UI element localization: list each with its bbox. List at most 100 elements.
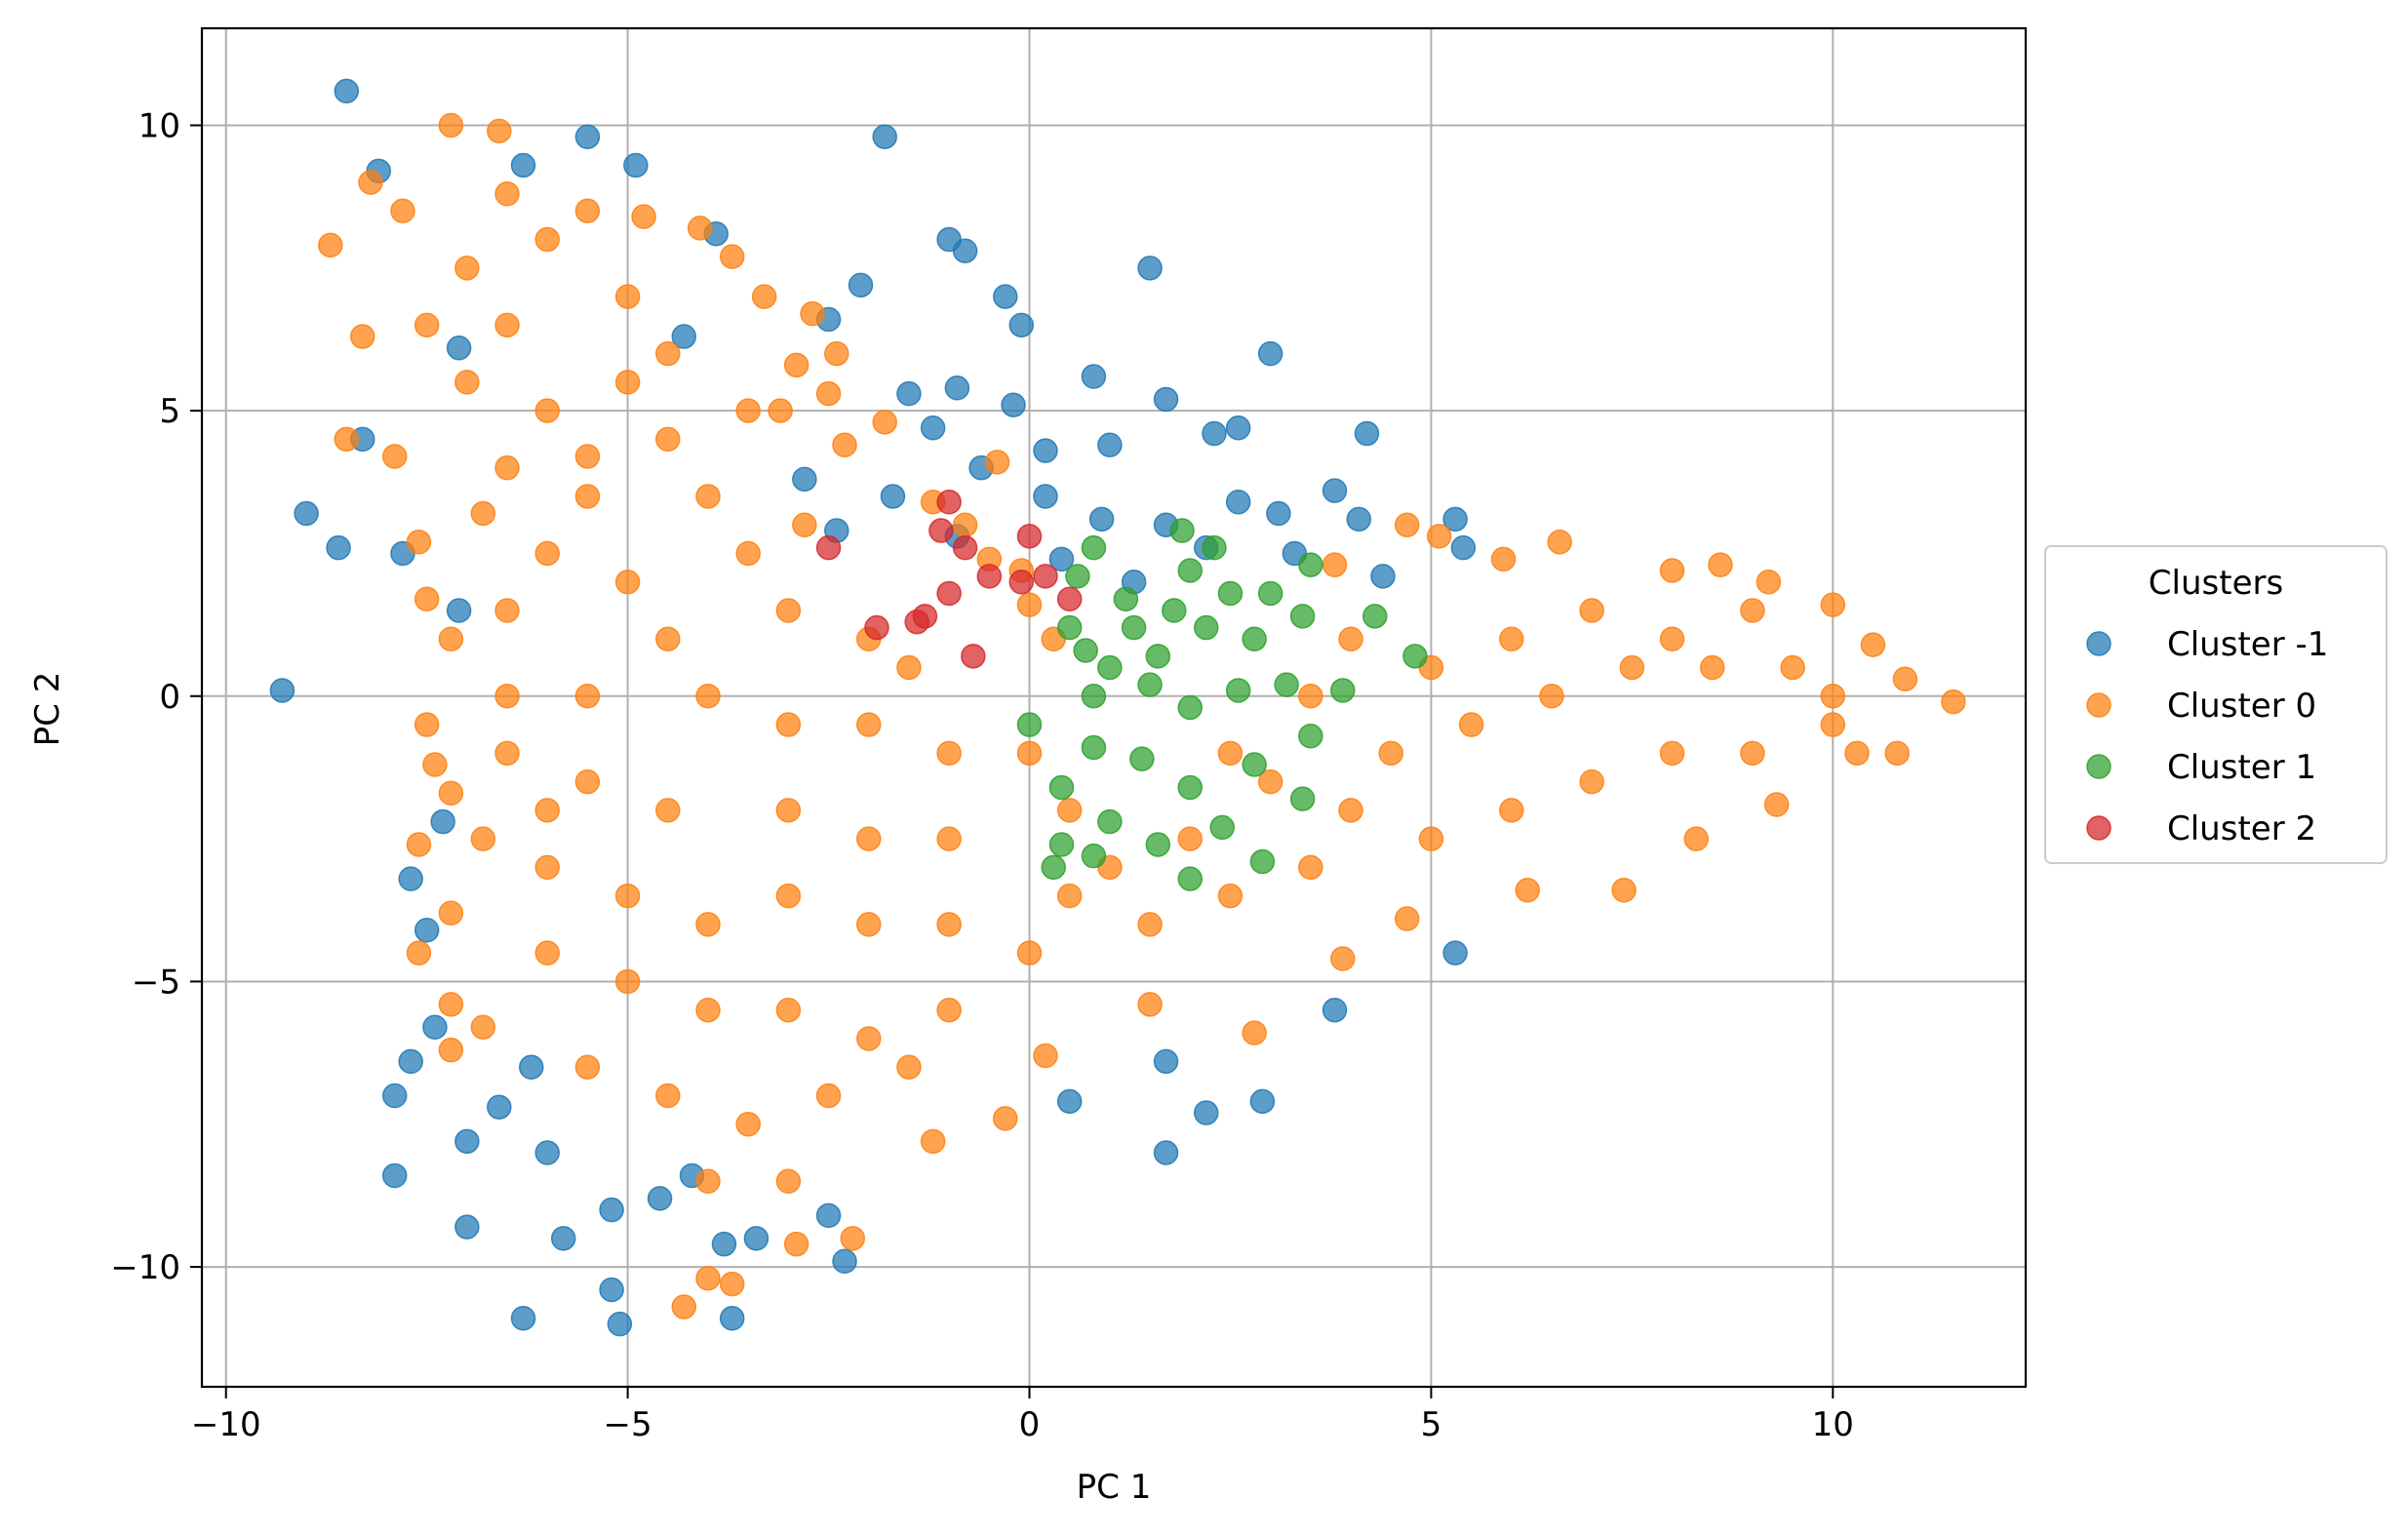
data-point bbox=[719, 1271, 745, 1297]
data-point bbox=[1016, 592, 1043, 617]
data-point bbox=[840, 1226, 866, 1251]
data-point bbox=[414, 586, 440, 612]
data-point bbox=[1056, 614, 1083, 641]
data-point bbox=[1763, 792, 1790, 817]
data-point bbox=[1579, 598, 1604, 623]
data-point bbox=[406, 530, 432, 555]
data-point bbox=[574, 444, 601, 469]
data-point bbox=[381, 1162, 408, 1189]
data-point bbox=[1202, 420, 1227, 447]
data-point bbox=[1547, 530, 1572, 555]
data-point bbox=[872, 124, 897, 149]
data-point bbox=[936, 580, 962, 607]
legend-entry: Cluster 1 bbox=[2167, 748, 2316, 787]
data-point bbox=[510, 152, 536, 178]
data-point bbox=[815, 1202, 842, 1229]
data-point bbox=[550, 1226, 576, 1251]
data-point bbox=[824, 340, 849, 367]
data-point bbox=[1121, 614, 1147, 641]
data-point bbox=[1033, 1043, 1058, 1069]
data-point bbox=[936, 490, 962, 515]
data-point bbox=[1289, 786, 1316, 811]
data-point bbox=[599, 1277, 624, 1303]
data-point bbox=[1490, 546, 1517, 572]
data-point bbox=[920, 1128, 946, 1155]
data-point bbox=[574, 484, 601, 509]
data-point bbox=[326, 534, 351, 561]
data-point bbox=[1820, 712, 1846, 737]
data-point bbox=[952, 512, 978, 537]
data-point bbox=[534, 940, 560, 965]
data-point bbox=[976, 564, 1003, 589]
data-point bbox=[1242, 752, 1267, 777]
data-point bbox=[1016, 524, 1043, 549]
data-point bbox=[1298, 724, 1323, 749]
data-point bbox=[1153, 1048, 1179, 1075]
data-point bbox=[406, 940, 432, 965]
data-point bbox=[1442, 940, 1468, 965]
data-point bbox=[414, 712, 440, 737]
data-point bbox=[1450, 534, 1477, 561]
data-point bbox=[1378, 740, 1403, 767]
data-point bbox=[1097, 432, 1123, 458]
x-tick-label: 0 bbox=[1019, 1405, 1041, 1444]
data-point bbox=[775, 1168, 802, 1195]
data-point bbox=[855, 1026, 882, 1051]
data-point bbox=[438, 112, 464, 138]
legend-entry: Cluster 2 bbox=[2167, 809, 2316, 848]
data-point bbox=[534, 1140, 560, 1165]
x-axis-label: PC 1 bbox=[1077, 1468, 1152, 1507]
data-point bbox=[936, 912, 962, 937]
data-point bbox=[880, 484, 906, 509]
data-point bbox=[574, 684, 601, 709]
data-point bbox=[1257, 768, 1283, 795]
plot-frame bbox=[200, 26, 2028, 1389]
data-point bbox=[775, 883, 802, 909]
data-point bbox=[1137, 672, 1163, 697]
data-point bbox=[743, 1226, 770, 1251]
data-point bbox=[1249, 848, 1276, 875]
x-tick-label: −5 bbox=[604, 1405, 652, 1444]
data-point bbox=[775, 598, 802, 623]
data-point bbox=[614, 968, 641, 995]
data-point bbox=[1129, 746, 1155, 771]
data-point bbox=[1611, 878, 1637, 903]
data-point bbox=[430, 808, 455, 835]
data-point bbox=[1056, 1088, 1083, 1115]
data-point bbox=[398, 866, 423, 891]
data-point bbox=[494, 312, 520, 338]
data-point bbox=[1499, 626, 1524, 652]
y-tick-label: 10 bbox=[138, 107, 180, 146]
data-point bbox=[494, 180, 520, 207]
data-point bbox=[1137, 912, 1163, 937]
data-point bbox=[318, 232, 343, 258]
data-point bbox=[655, 1083, 681, 1109]
data-point bbox=[1065, 564, 1090, 589]
data-point bbox=[647, 1186, 673, 1211]
data-point bbox=[1177, 694, 1204, 721]
data-point bbox=[574, 124, 601, 149]
data-point bbox=[695, 1266, 721, 1291]
data-point bbox=[928, 518, 954, 543]
data-point bbox=[487, 1094, 512, 1120]
data-point bbox=[446, 335, 472, 361]
data-point bbox=[695, 484, 721, 509]
legend-title: Clusters bbox=[2149, 564, 2283, 603]
data-point bbox=[631, 204, 656, 229]
data-point bbox=[719, 1306, 745, 1331]
data-point bbox=[1619, 654, 1645, 681]
legend: Clusters Cluster -1 Cluster 0 Cluster 1 Clu… bbox=[2044, 545, 2388, 864]
data-point bbox=[1153, 386, 1179, 413]
data-point bbox=[864, 614, 889, 641]
data-point bbox=[446, 598, 472, 623]
data-point bbox=[470, 826, 496, 851]
data-point bbox=[519, 1054, 544, 1080]
data-point bbox=[1330, 678, 1356, 703]
data-point bbox=[815, 1083, 842, 1109]
data-point bbox=[438, 900, 464, 926]
y-axis-label: PC 2 bbox=[28, 672, 67, 747]
data-point bbox=[334, 78, 360, 104]
data-point bbox=[1008, 312, 1035, 338]
data-point bbox=[655, 626, 681, 652]
data-point bbox=[494, 454, 520, 481]
